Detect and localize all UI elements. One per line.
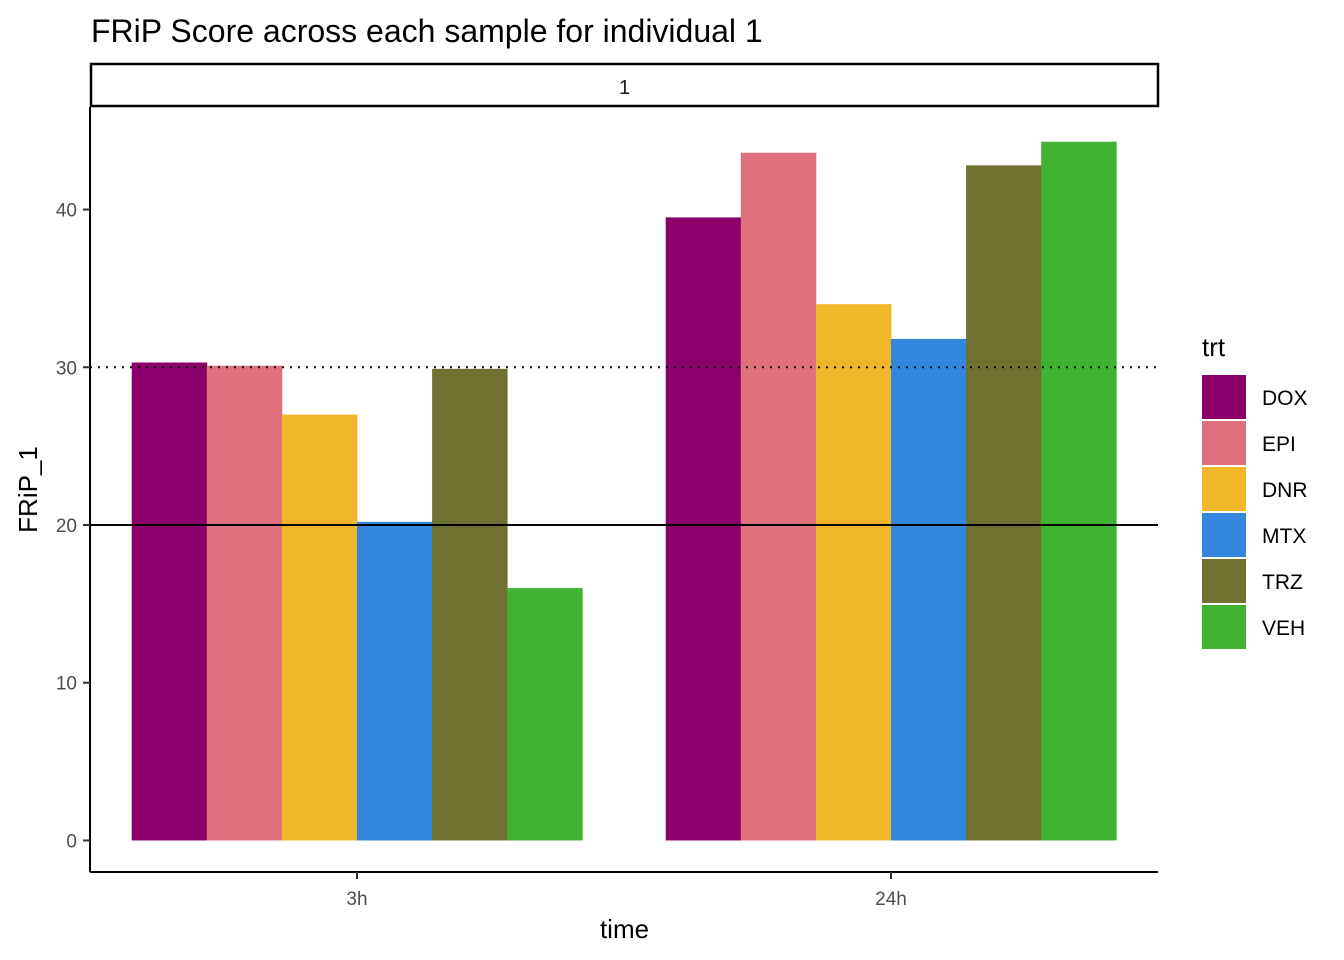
chart-title: FRiP Score across each sample for indivi… <box>91 13 763 49</box>
legend-label-epi: EPI <box>1262 433 1296 456</box>
bar-group <box>131 141 1117 841</box>
bar-epi-24h <box>740 152 817 841</box>
y-axis-ticks: 0 10 20 30 40 <box>56 201 90 852</box>
legend-label-dnr: DNR <box>1262 479 1308 502</box>
legend-label-mtx: MTX <box>1262 525 1306 548</box>
legend-label-dox: DOX <box>1262 387 1308 410</box>
bar-mtx-3h <box>357 521 433 841</box>
bar-mtx-24h <box>891 338 967 841</box>
y-tick-label: 0 <box>66 831 77 852</box>
bar-dnr-24h <box>815 304 892 841</box>
y-tick-label: 10 <box>56 674 77 695</box>
facet-strip <box>89 62 1160 108</box>
bar-epi-3h <box>206 365 283 841</box>
x-tick-label: 3h <box>346 889 367 910</box>
y-axis-title: FRiP_1 <box>13 446 43 533</box>
reference-lines <box>90 366 1158 526</box>
legend-key-epi <box>1202 421 1246 465</box>
y-tick-label: 20 <box>56 516 77 537</box>
bar-veh-3h <box>507 588 583 841</box>
legend-key-dnr <box>1202 467 1246 511</box>
bar-trz-24h <box>966 165 1042 841</box>
bar-veh-24h <box>1041 141 1117 841</box>
legend-key-veh <box>1202 605 1246 649</box>
bar-trz-3h <box>432 368 508 841</box>
x-axis-ticks: 3h 24h <box>346 872 907 910</box>
y-tick-label: 40 <box>56 201 77 222</box>
bar-dox-3h <box>131 362 208 841</box>
y-tick-label: 30 <box>56 358 77 379</box>
legend-label-trz: TRZ <box>1262 571 1303 594</box>
legend: trt DOX EPI DNR MTX TRZ VEH <box>1202 332 1308 649</box>
legend-key-mtx <box>1202 513 1246 557</box>
legend-key-dox <box>1202 375 1246 419</box>
legend-label-veh: VEH <box>1262 617 1305 640</box>
x-axis-title: time <box>600 914 649 944</box>
bar-dox-24h <box>665 217 742 841</box>
facet-strip-label: 1 <box>619 77 630 99</box>
bar-dnr-3h <box>281 414 358 841</box>
legend-key-trz <box>1202 559 1246 603</box>
legend-title: trt <box>1202 332 1226 362</box>
x-tick-label: 24h <box>875 889 907 910</box>
legend-items: DOX EPI DNR MTX TRZ VEH <box>1202 375 1308 649</box>
